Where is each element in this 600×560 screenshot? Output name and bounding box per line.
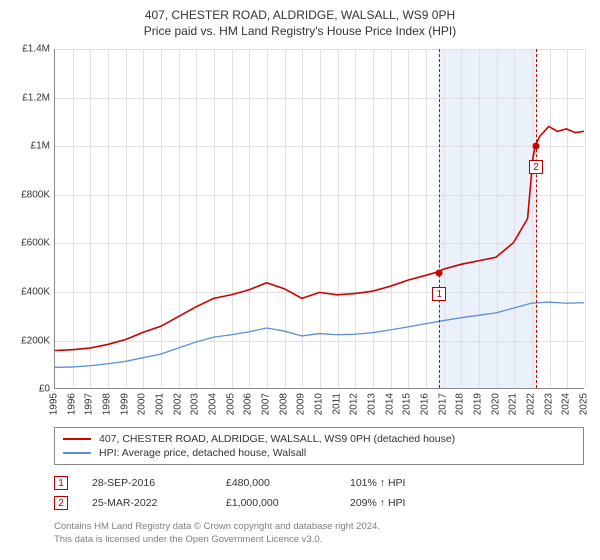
x-axis-label: 1998	[102, 393, 113, 415]
txn-pct-hpi: 101% ↑ HPI	[350, 477, 450, 489]
marker-dot	[436, 269, 443, 276]
x-axis-label: 2001	[155, 393, 166, 415]
chart-area: 12 £0£200K£400K£600K£800K£1M£1.2M£1.4M19…	[10, 43, 590, 421]
marker-number-box: 2	[529, 160, 543, 174]
x-axis-label: 2019	[473, 393, 484, 415]
table-row: 2 25-MAR-2022 £1,000,000 209% ↑ HPI	[54, 493, 584, 513]
x-axis-label: 2017	[437, 393, 448, 415]
series-property	[55, 127, 584, 351]
txn-date: 25-MAR-2022	[92, 497, 202, 509]
series-hpi	[55, 302, 584, 367]
legend-item: 407, CHESTER ROAD, ALDRIDGE, WALSALL, WS…	[63, 432, 575, 446]
legend-swatch	[63, 452, 91, 454]
marker-number-box: 1	[54, 476, 68, 490]
x-axis-label: 2012	[349, 393, 360, 415]
x-axis-label: 2006	[243, 393, 254, 415]
x-axis-label: 2005	[225, 393, 236, 415]
title-line-2: Price paid vs. HM Land Registry's House …	[10, 24, 590, 40]
marker-vline	[439, 49, 440, 388]
y-axis-label: £1.4M	[10, 44, 50, 55]
x-axis-label: 2021	[508, 393, 519, 415]
footer-line-1: Contains HM Land Registry data © Crown c…	[54, 521, 584, 533]
legend-label: 407, CHESTER ROAD, ALDRIDGE, WALSALL, WS…	[99, 433, 455, 445]
x-axis-label: 1996	[66, 393, 77, 415]
transactions-table: 1 28-SEP-2016 £480,000 101% ↑ HPI 2 25-M…	[54, 473, 584, 513]
y-axis-label: £0	[10, 384, 50, 395]
x-axis-label: 2020	[490, 393, 501, 415]
plot-region: 12	[54, 49, 584, 389]
gridline-v	[585, 49, 586, 388]
title-line-1: 407, CHESTER ROAD, ALDRIDGE, WALSALL, WS…	[10, 8, 590, 24]
x-axis-label: 2002	[172, 393, 183, 415]
x-axis-label: 2025	[579, 393, 590, 415]
footer: Contains HM Land Registry data © Crown c…	[54, 521, 584, 546]
x-axis-label: 2016	[420, 393, 431, 415]
x-axis-label: 1995	[49, 393, 60, 415]
y-axis-label: £1M	[10, 141, 50, 152]
x-axis-label: 2024	[561, 393, 572, 415]
table-row: 1 28-SEP-2016 £480,000 101% ↑ HPI	[54, 473, 584, 493]
marker-vline	[536, 49, 537, 388]
footer-line-2: This data is licensed under the Open Gov…	[54, 534, 584, 546]
x-axis-label: 1997	[84, 393, 95, 415]
x-axis-label: 2018	[455, 393, 466, 415]
x-axis-label: 2023	[543, 393, 554, 415]
legend: 407, CHESTER ROAD, ALDRIDGE, WALSALL, WS…	[54, 427, 584, 465]
y-axis-label: £400K	[10, 287, 50, 298]
txn-pct-hpi: 209% ↑ HPI	[350, 497, 450, 509]
x-axis-label: 2003	[190, 393, 201, 415]
x-axis-label: 2007	[261, 393, 272, 415]
txn-price: £480,000	[226, 477, 326, 489]
x-axis-label: 2015	[402, 393, 413, 415]
line-svg	[55, 49, 584, 388]
legend-item: HPI: Average price, detached house, Wals…	[63, 446, 575, 460]
x-axis-label: 2004	[208, 393, 219, 415]
x-axis-label: 2009	[296, 393, 307, 415]
chart-title: 407, CHESTER ROAD, ALDRIDGE, WALSALL, WS…	[10, 8, 590, 39]
marker-number-box: 2	[54, 496, 68, 510]
x-axis-label: 2008	[278, 393, 289, 415]
y-axis-label: £800K	[10, 189, 50, 200]
x-axis-label: 2014	[384, 393, 395, 415]
x-axis-label: 2000	[137, 393, 148, 415]
x-axis-label: 2022	[526, 393, 537, 415]
txn-price: £1,000,000	[226, 497, 326, 509]
legend-swatch	[63, 438, 91, 440]
y-axis-label: £200K	[10, 335, 50, 346]
legend-label: HPI: Average price, detached house, Wals…	[99, 447, 306, 459]
marker-number-box: 1	[432, 287, 446, 301]
x-axis-label: 2013	[367, 393, 378, 415]
x-axis-label: 2011	[331, 393, 342, 415]
x-axis-label: 2010	[314, 393, 325, 415]
txn-date: 28-SEP-2016	[92, 477, 202, 489]
y-axis-label: £1.2M	[10, 92, 50, 103]
marker-dot	[533, 143, 540, 150]
x-axis-label: 1999	[119, 393, 130, 415]
y-axis-label: £600K	[10, 238, 50, 249]
